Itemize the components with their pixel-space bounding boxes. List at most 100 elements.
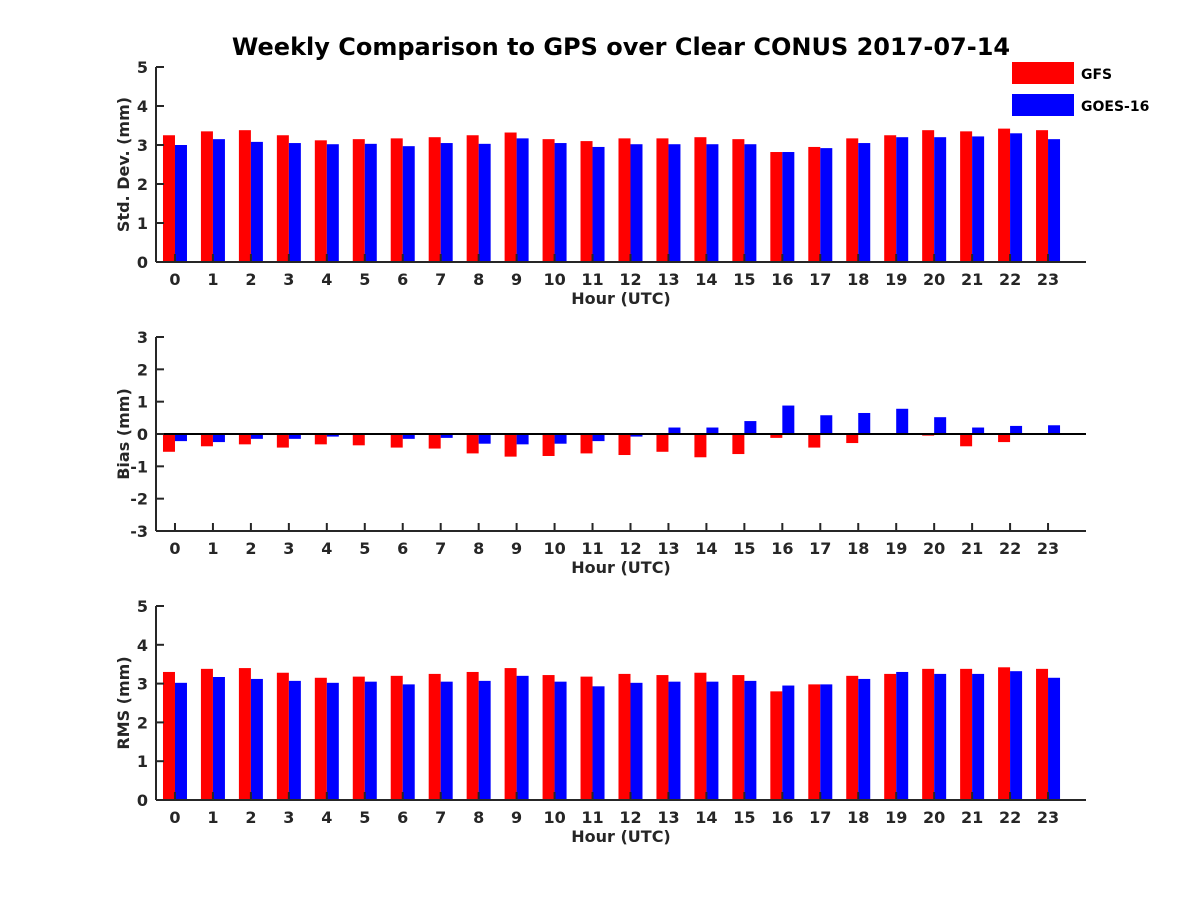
bar-rms-gfs-4: [314, 677, 327, 800]
x-tick-label-stddev: 9: [511, 270, 522, 289]
x-tick-label-rms: 2: [245, 808, 256, 827]
bar-rms-goes16-4: [326, 682, 339, 800]
bar-stddev-gfs-11: [580, 141, 593, 262]
bar-rms-gfs-16: [770, 691, 783, 800]
x-tick-label-bias: 7: [435, 539, 446, 558]
bar-stddev-goes16-4: [326, 144, 339, 262]
x-tick-label-bias: 10: [543, 539, 565, 558]
legend-swatch-goes16: [1012, 94, 1074, 116]
x-tick-label-bias: 13: [657, 539, 679, 558]
bar-rms-goes16-16: [782, 685, 795, 800]
bar-bias-goes16-11: [592, 434, 605, 442]
bar-stddev-gfs-2: [238, 130, 251, 262]
bar-stddev-gfs-3: [276, 135, 289, 262]
bar-bias-goes16-9: [516, 434, 529, 445]
x-tick-label-rms: 4: [321, 808, 332, 827]
bar-bias-goes16-21: [972, 427, 985, 434]
bar-bias-gfs-13: [656, 434, 669, 452]
bar-bias-goes16-1: [212, 434, 225, 443]
bar-rms-goes16-5: [364, 681, 377, 800]
x-tick-label-stddev: 19: [885, 270, 907, 289]
legend: GFS GOES-16: [1012, 62, 1149, 116]
y-tick-label-rms: 2: [137, 713, 148, 732]
bar-stddev-goes16-21: [972, 136, 985, 262]
x-tick-label-rms: 20: [923, 808, 945, 827]
y-tick-label-rms: 3: [137, 675, 148, 694]
bar-rms-goes16-17: [820, 684, 833, 800]
x-tick-label-stddev: 23: [1037, 270, 1059, 289]
bar-rms-goes16-20: [934, 673, 947, 800]
bar-bias-gfs-10: [542, 434, 555, 456]
bar-rms-goes16-23: [1048, 677, 1061, 800]
bar-rms-gfs-20: [922, 668, 935, 800]
x-tick-label-bias: 9: [511, 539, 522, 558]
bar-stddev-goes16-15: [744, 144, 757, 262]
bar-bias-gfs-12: [618, 434, 631, 456]
bar-stddev-goes16-6: [402, 146, 415, 262]
x-tick-label-stddev: 18: [847, 270, 869, 289]
x-axis-label-stddev: Hour (UTC): [571, 289, 671, 308]
bar-rms-gfs-19: [884, 673, 897, 800]
bar-bias-gfs-1: [200, 434, 213, 447]
bar-stddev-gfs-14: [694, 137, 707, 262]
x-tick-label-bias: 5: [359, 539, 370, 558]
x-tick-label-bias: 22: [999, 539, 1021, 558]
y-tick-label-rms: 4: [137, 636, 148, 655]
x-tick-label-bias: 3: [283, 539, 294, 558]
bar-rms-gfs-18: [846, 675, 859, 800]
bar-stddev-gfs-8: [466, 135, 479, 262]
bar-stddev-goes16-14: [706, 144, 719, 262]
bar-stddev-goes16-8: [478, 143, 491, 262]
bar-stddev-goes16-2: [250, 141, 263, 262]
bar-rms-goes16-19: [896, 671, 909, 800]
bar-stddev-gfs-10: [542, 139, 555, 262]
bar-stddev-gfs-19: [884, 135, 897, 262]
bar-bias-gfs-3: [276, 434, 289, 448]
x-tick-label-stddev: 14: [695, 270, 717, 289]
x-tick-label-rms: 9: [511, 808, 522, 827]
x-tick-label-stddev: 0: [169, 270, 180, 289]
x-tick-label-stddev: 22: [999, 270, 1021, 289]
x-tick-label-stddev: 12: [619, 270, 641, 289]
bar-stddev-gfs-5: [352, 139, 365, 262]
bar-rms-gfs-3: [276, 672, 289, 800]
bar-bias-gfs-11: [580, 434, 593, 454]
chart-title: Weekly Comparison to GPS over Clear CONU…: [232, 33, 1010, 61]
x-tick-label-stddev: 13: [657, 270, 679, 289]
bar-rms-goes16-1: [212, 677, 225, 800]
bar-bias-gfs-6: [390, 434, 403, 448]
x-tick-label-rms: 6: [397, 808, 408, 827]
bar-stddev-gfs-4: [314, 140, 327, 262]
bar-stddev-gfs-21: [960, 131, 973, 262]
x-tick-label-bias: 16: [771, 539, 793, 558]
bar-stddev-gfs-18: [846, 138, 859, 262]
bar-rms-goes16-2: [250, 678, 263, 800]
x-tick-label-rms: 8: [473, 808, 484, 827]
bar-rms-goes16-7: [440, 681, 453, 800]
bar-rms-goes16-22: [1010, 671, 1023, 800]
x-tick-label-bias: 18: [847, 539, 869, 558]
x-tick-label-rms: 12: [619, 808, 641, 827]
bar-rms-goes16-18: [858, 678, 871, 800]
x-tick-label-stddev: 17: [809, 270, 831, 289]
x-tick-label-rms: 16: [771, 808, 793, 827]
bar-bias-goes16-22: [1010, 425, 1023, 434]
y-tick-label-stddev: 0: [137, 253, 148, 272]
y-tick-label-bias: -3: [130, 522, 148, 541]
bar-rms-goes16-13: [668, 681, 681, 800]
x-tick-label-bias: 2: [245, 539, 256, 558]
bar-stddev-gfs-9: [504, 132, 517, 262]
bar-rms-gfs-1: [200, 668, 213, 800]
x-tick-label-rms: 0: [169, 808, 180, 827]
bar-stddev-gfs-7: [428, 137, 441, 262]
bar-bias-gfs-21: [960, 434, 973, 447]
y-tick-label-stddev: 2: [137, 175, 148, 194]
bar-rms-gfs-13: [656, 675, 669, 800]
bar-stddev-gfs-20: [922, 130, 935, 262]
bar-stddev-gfs-13: [656, 138, 669, 262]
y-tick-label-stddev: 4: [137, 97, 148, 116]
bar-stddev-gfs-6: [390, 138, 403, 262]
x-tick-label-rms: 10: [543, 808, 565, 827]
bar-stddev-goes16-13: [668, 144, 681, 262]
